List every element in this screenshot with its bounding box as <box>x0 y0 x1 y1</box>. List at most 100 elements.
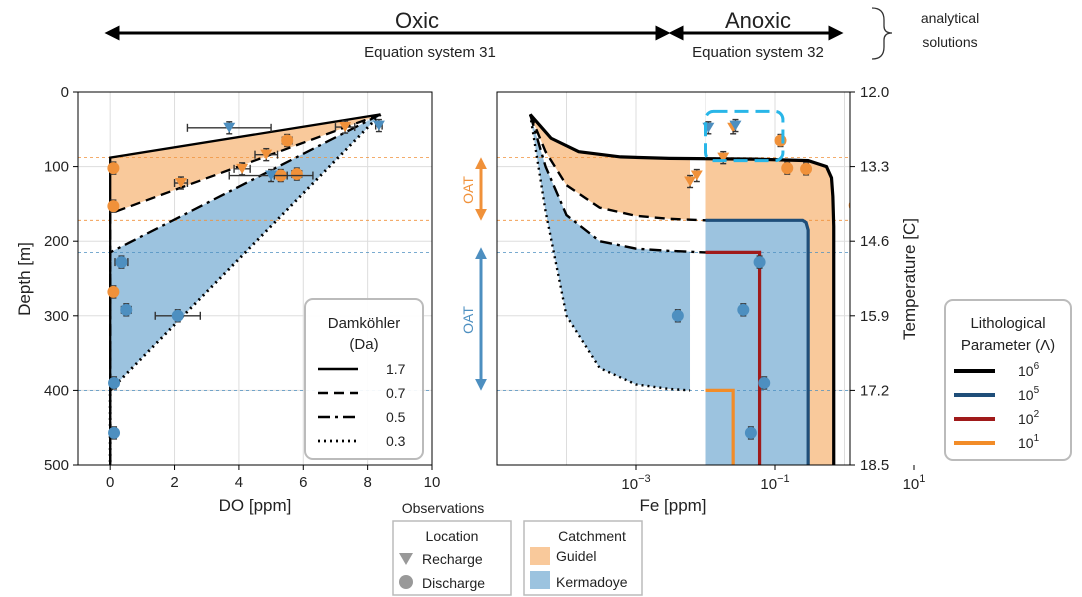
guidel-swatch <box>530 547 550 565</box>
oxic-equation: Equation system 31 <box>364 44 496 61</box>
observation-point <box>684 174 697 189</box>
recharge-marker-icon <box>399 553 413 565</box>
fe-series <box>528 113 836 465</box>
do-ytick-label: 100 <box>44 159 69 176</box>
observation-point <box>154 309 201 323</box>
do-xtick-label: 2 <box>170 474 178 491</box>
recharge-marker <box>236 163 249 174</box>
lithology-legend: Lithological Parameter (Λ) 106 105 102 101 <box>944 299 1072 461</box>
do-xtick-label: 0 <box>106 474 114 491</box>
recharge-marker <box>223 122 236 133</box>
observation-point <box>173 176 189 190</box>
lithology-legend-label: 101 <box>1018 433 1040 451</box>
solutions-brace <box>871 7 893 60</box>
fe-fill-kermadoye-right <box>705 220 809 465</box>
observation-point <box>671 309 684 323</box>
discharge-marker <box>865 281 877 293</box>
observation-point <box>228 168 314 183</box>
oat-label-guidel: OAT <box>460 176 476 204</box>
anoxic-equation: Equation system 32 <box>692 44 824 61</box>
discharge-marker <box>107 162 120 175</box>
fe-ytick-right-label: 12.0 <box>860 84 889 101</box>
recharge-legend-label: Recharge <box>422 551 483 567</box>
do-xtick-label: 10 <box>424 474 441 491</box>
kermadoye-legend-label: Kermadoye <box>556 574 628 590</box>
observation-point <box>758 376 771 390</box>
do-plot-frame <box>77 91 433 466</box>
observation-point <box>753 255 766 269</box>
observation-point <box>334 120 356 134</box>
header: Oxic Equation system 31 Anoxic Equation … <box>104 7 979 61</box>
do-line-da-0-5 <box>109 113 382 465</box>
fe-ticks: 12.0 13.3 14.6 15.9 17.2 18.5 10−3 10−1 101 <box>621 84 925 493</box>
fe-xlabel: Fe [ppm] <box>639 496 706 515</box>
oxic-label: Oxic <box>395 8 439 33</box>
fe-plot-frame <box>496 91 851 466</box>
observation-point <box>737 303 750 317</box>
do-xtick-label: 4 <box>235 474 243 491</box>
discharge-marker <box>108 376 121 389</box>
fe-xtick-label: 101 <box>903 473 926 493</box>
discharge-marker <box>171 309 184 322</box>
observation-point <box>108 376 121 390</box>
observation-point <box>781 161 794 175</box>
observations-legend: Observations Location Recharge Discharge… <box>392 500 643 596</box>
recharge-marker <box>260 149 273 160</box>
discharge-marker <box>800 162 813 175</box>
observation-point <box>800 162 813 176</box>
discharge-marker <box>744 426 757 439</box>
location-legend-title: Location <box>426 528 479 544</box>
lithology-legend-title-1: Lithological <box>970 315 1045 332</box>
do-xtick-label: 8 <box>363 474 371 491</box>
observation-point <box>867 200 879 212</box>
lithology-legend-title-2: Parameter (Λ) <box>961 337 1055 354</box>
discharge-marker <box>107 200 120 213</box>
fe-line <box>705 388 735 465</box>
observation-point <box>186 121 272 135</box>
recharge-marker <box>339 122 352 133</box>
fe-xtick-label: 10−1 <box>760 473 789 493</box>
damkohler-legend-title-1: Damköhler <box>328 315 401 332</box>
do-ytick-label: 0 <box>61 84 69 101</box>
observation-point <box>114 255 129 269</box>
fe-xtick-label: 10−3 <box>621 473 650 493</box>
recharge-marker <box>372 120 385 131</box>
highlight-box <box>703 109 785 163</box>
guidel-legend-label: Guidel <box>556 548 596 564</box>
discharge-marker <box>774 134 787 147</box>
damkohler-legend-label: 1.7 <box>386 361 406 377</box>
fe-line <box>705 250 762 465</box>
do-ytick-label: 400 <box>44 382 69 399</box>
observation-point <box>774 133 787 148</box>
fe-line <box>705 218 810 465</box>
fe-panel: 12.0 13.3 14.6 15.9 17.2 18.5 10−3 10−1 101 Fe [… <box>460 84 925 515</box>
observation-point <box>281 133 294 148</box>
fe-ytick-right-label: 13.3 <box>860 159 889 176</box>
observation-point <box>107 199 120 213</box>
oat-label-kermadoye: OAT <box>460 306 476 334</box>
damkohler-legend-label: 0.5 <box>386 409 406 425</box>
do-ytick-label: 200 <box>44 233 69 250</box>
discharge-marker <box>781 162 794 175</box>
discharge-marker <box>758 376 771 389</box>
catchment-legend-title: Catchment <box>558 528 626 544</box>
discharge-marker <box>867 200 879 212</box>
kermadoye-swatch <box>530 571 550 589</box>
do-ylabel: Depth [m] <box>15 242 34 316</box>
recharge-marker <box>265 170 278 181</box>
observation-point <box>290 167 303 181</box>
do-xlabel: DO [ppm] <box>219 496 292 515</box>
discharge-marker <box>671 309 684 322</box>
observation-point <box>120 303 133 317</box>
fe-fills <box>530 92 834 465</box>
do-ytick-label: 300 <box>44 308 69 325</box>
fe-ytick-right-label: 17.2 <box>860 382 889 399</box>
recharge-marker <box>684 176 697 187</box>
discharge-marker <box>874 287 886 299</box>
damkohler-legend-label: 0.3 <box>386 433 406 449</box>
lithology-legend-label: 102 <box>1018 409 1040 427</box>
observation-point <box>865 281 877 293</box>
lithology-legend-label: 106 <box>1018 361 1040 379</box>
